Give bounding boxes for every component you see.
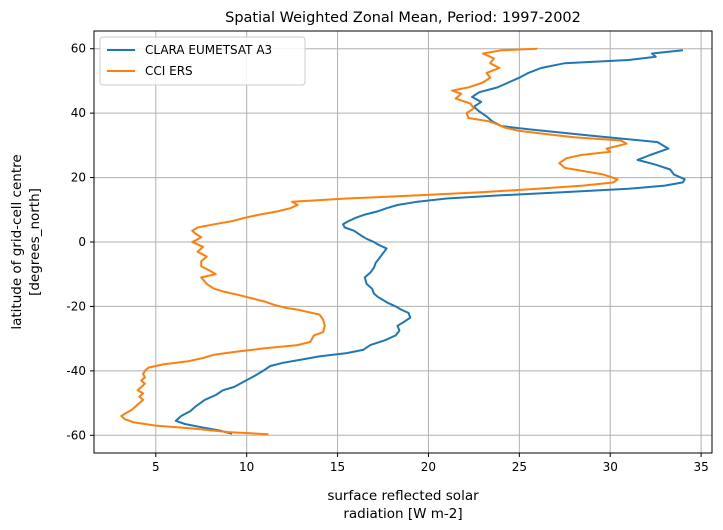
chart-title: Spatial Weighted Zonal Mean, Period: 199… [225,10,581,26]
y-tick-label: -20 [66,299,86,313]
legend: CLARA EUMETSAT A3 CCI ERS [99,36,306,86]
x-tick-label: 35 [693,460,708,474]
x-tick-label: 25 [512,460,527,474]
x-tick-label: 30 [603,460,618,474]
x-tick-label: 20 [421,460,436,474]
axis-ticks: 5 10 15 20 25 30 35 -60 -40 -20 0 20 40 60 [66,42,708,474]
legend-box [99,36,306,86]
y-tick-label: -40 [66,364,86,378]
y-axis-label-line-1: latitude of grid-cell centre [9,154,25,329]
series-line-1 [120,47,628,436]
series-lines [120,47,686,436]
grid-lines [94,31,712,453]
x-tick-label: 5 [152,460,160,474]
y-tick-label: 0 [78,235,86,249]
legend-label-cci: CCI ERS [145,64,193,78]
x-tick-label: 10 [239,460,254,474]
x-tick-label: 15 [330,460,345,474]
y-tick-label: -60 [66,428,86,442]
y-tick-label: 20 [71,171,86,185]
x-axis-label-line-2: radiation [W m-2] [343,506,462,522]
y-tick-label: 40 [71,106,86,120]
y-axis-label-line-2: [degrees_north] [27,188,43,296]
series-line-0 [174,49,686,435]
legend-label-clara: CLARA EUMETSAT A3 [145,43,272,57]
y-tick-label: 60 [71,42,86,56]
x-axis-label-line-1: surface reflected solar [327,488,479,504]
